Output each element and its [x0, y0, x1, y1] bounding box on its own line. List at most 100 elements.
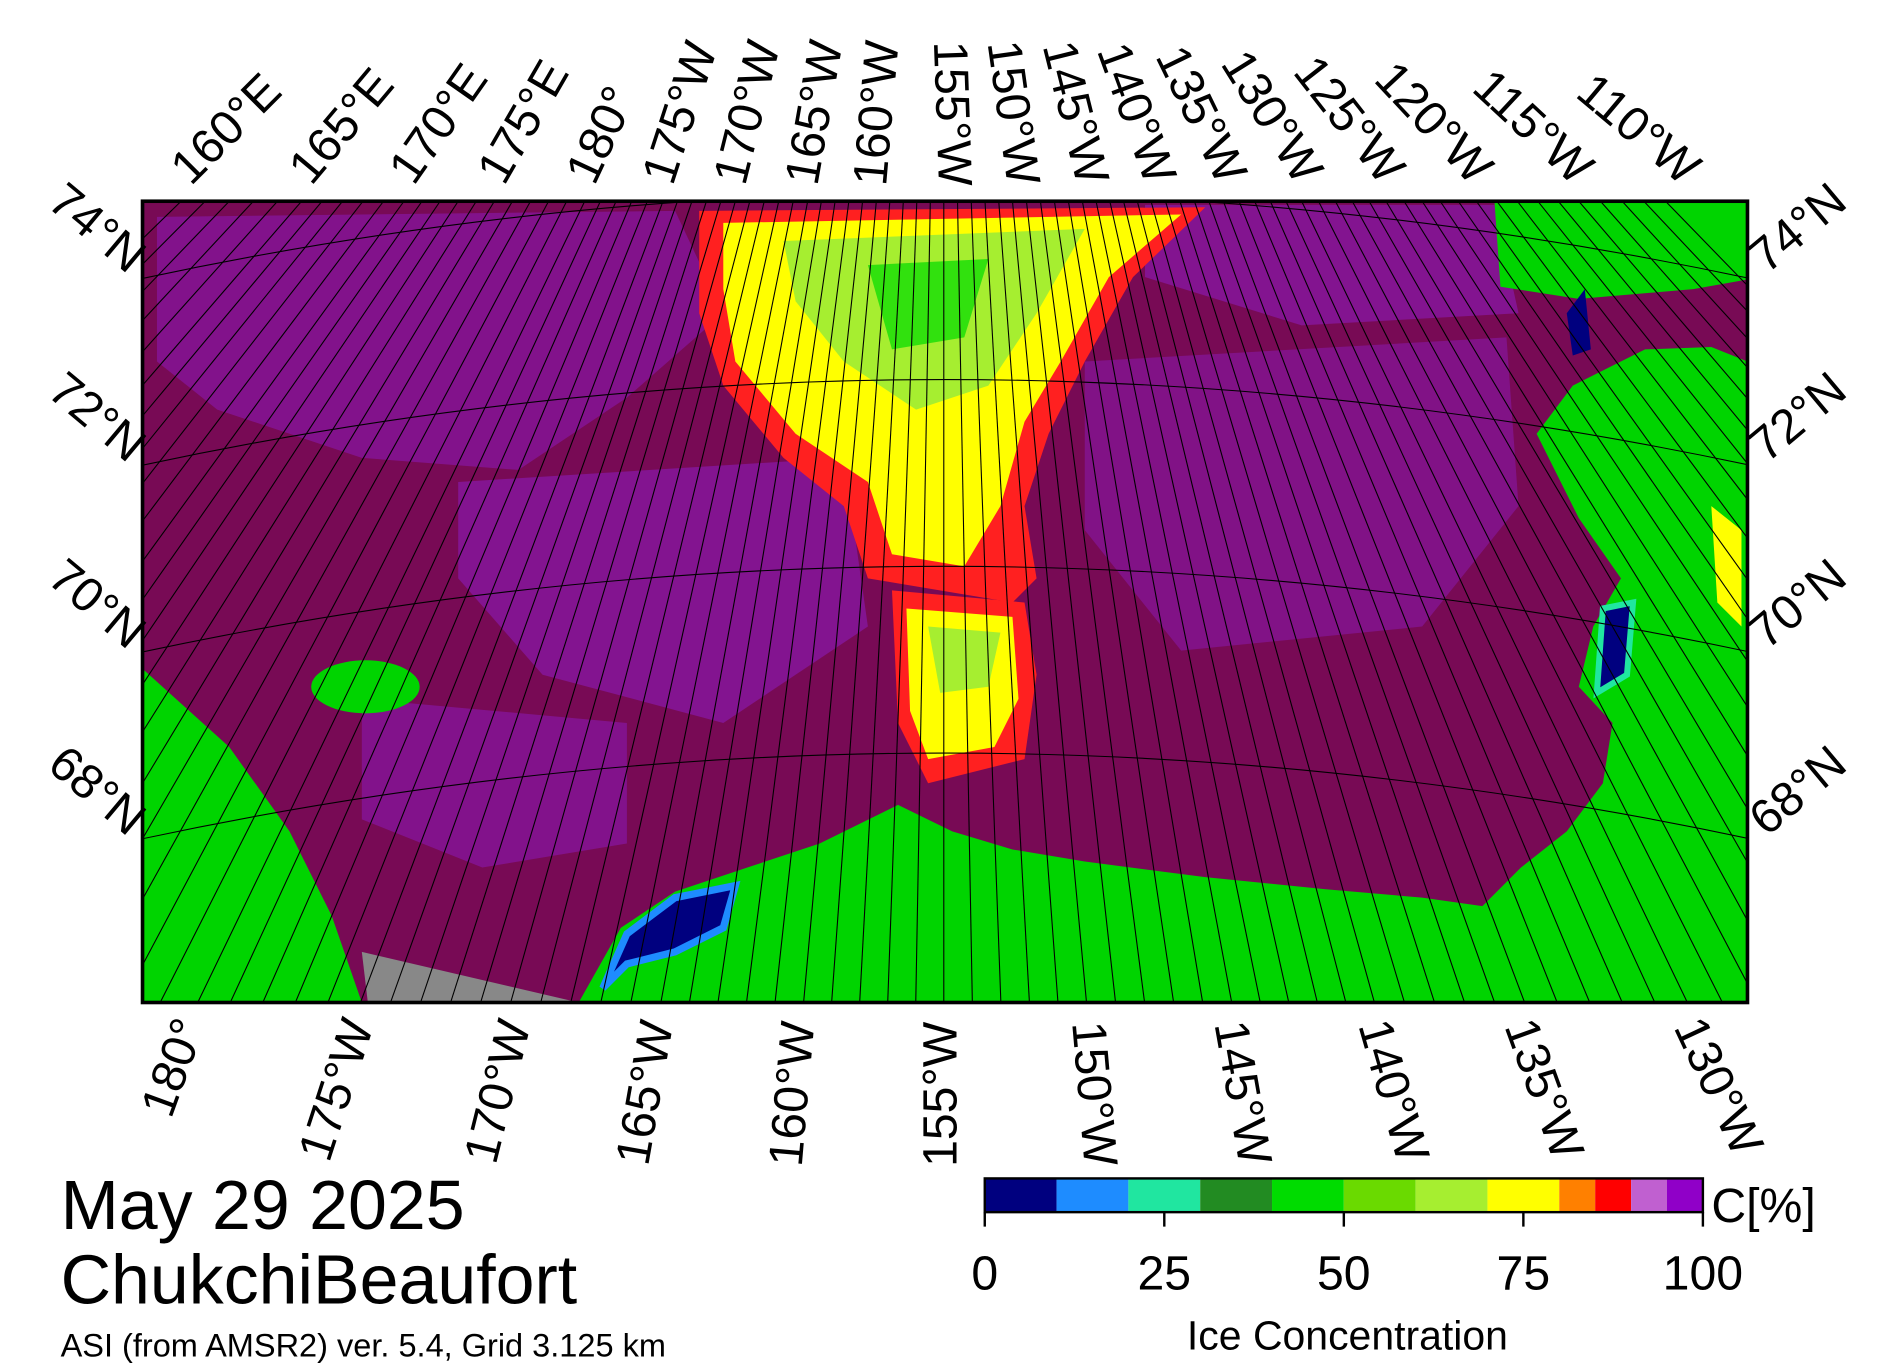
meridian	[142, 201, 531, 901]
meridian	[887, 201, 918, 1003]
colorbar-swatch	[1487, 1178, 1560, 1213]
colorbar-swatch	[1631, 1178, 1667, 1213]
meridian	[197, 201, 586, 1003]
meridian	[774, 201, 864, 1003]
meridian	[1081, 201, 1233, 1003]
meridian	[450, 201, 707, 1003]
meridian	[745, 201, 850, 1003]
right-lat-label: 70°N	[1739, 549, 1856, 660]
meridian	[1301, 201, 1688, 1003]
meridian	[1403, 201, 1748, 757]
bottom-lon-label: 130°W	[1663, 1009, 1774, 1164]
meridian	[1053, 201, 1175, 1003]
meridian	[970, 201, 1002, 1003]
meridian	[142, 201, 364, 485]
meridian	[142, 201, 343, 450]
bottom-lon-label: 160°W	[759, 1019, 825, 1169]
colorbar-swatch	[1128, 1178, 1201, 1213]
meridian	[1109, 201, 1290, 1003]
meridian	[660, 201, 809, 1003]
bottom-lon-label: 175°W	[288, 1012, 384, 1167]
right-lat-label: 74°N	[1739, 173, 1856, 284]
meridian	[1368, 201, 1748, 864]
meridian	[1011, 201, 1088, 1003]
top-lon-label: 155°W	[923, 40, 982, 187]
meridian	[142, 201, 550, 967]
meridian	[1150, 201, 1375, 1003]
ice-low	[156, 210, 724, 470]
meridian	[570, 201, 765, 1003]
colorbar: 0 25 50 75 100	[971, 1177, 1743, 1300]
meridian	[1254, 201, 1591, 1003]
meridian	[142, 201, 459, 686]
meridian	[803, 201, 877, 1003]
meridian	[1439, 201, 1748, 663]
meridian	[142, 201, 302, 387]
meridian	[1025, 201, 1117, 1003]
meridian	[1285, 201, 1656, 1003]
graticule	[142, 201, 1748, 1003]
meridian	[1318, 201, 1724, 1003]
colorbar-swatch	[1595, 1178, 1632, 1213]
meridian	[294, 201, 633, 1003]
meridian	[540, 201, 751, 1003]
colorbar-swatch	[1272, 1178, 1344, 1213]
meridian	[359, 201, 664, 1003]
meridian	[831, 201, 891, 1003]
meridian	[419, 201, 693, 1003]
source: ASI (from AMSR2) ver. 5.4, Grid 3.125 km	[61, 1328, 666, 1364]
bottom-lon-label: 150°W	[1061, 1019, 1127, 1169]
top-lon-label: 110°W	[1567, 63, 1711, 196]
bottom-lon-label: 165°W	[606, 1016, 684, 1169]
meridian	[1385, 201, 1748, 810]
meridian	[1578, 201, 1748, 400]
meridian	[229, 201, 601, 1003]
meridian	[956, 201, 973, 1003]
meridian	[262, 201, 617, 1003]
meridian	[1222, 201, 1526, 1003]
kotzebue-sound	[599, 880, 741, 991]
left-lat-label: 70°N	[39, 549, 156, 660]
parallel	[142, 379, 1748, 466]
meridian	[327, 201, 648, 1003]
map-area	[142, 201, 1748, 1003]
meridian	[142, 201, 405, 563]
meridian	[1067, 201, 1204, 1003]
meridian	[142, 201, 513, 840]
land-chukotka	[142, 668, 362, 1003]
colorbar-unit: C[%]	[1711, 1179, 1815, 1233]
meridian	[142, 201, 495, 785]
meridian	[1557, 201, 1748, 431]
meridian	[1123, 201, 1318, 1003]
meridian	[389, 201, 679, 1003]
bottom-lon-label: 170°W	[454, 1014, 542, 1168]
date: May 29 2025	[61, 1166, 465, 1244]
meridian	[1095, 201, 1261, 1003]
left-lat-label: 74°N	[39, 173, 156, 284]
meridian	[600, 201, 780, 1003]
coastal-ice	[1711, 506, 1742, 627]
parallel	[142, 752, 1748, 840]
meridian	[688, 201, 822, 1003]
no-data	[361, 951, 579, 1003]
colorbar-swatch	[1666, 1178, 1703, 1213]
meridian	[1457, 201, 1748, 621]
meridian	[859, 201, 904, 1003]
top-lon-label: 160°E	[160, 63, 291, 194]
meridian	[1496, 201, 1748, 540]
right-lat-label: 72°N	[1739, 362, 1856, 473]
meridian	[142, 201, 423, 601]
left-lat-label: 72°N	[39, 362, 156, 473]
colorbar-tick-label: 75	[1497, 1246, 1551, 1300]
meridian	[142, 201, 441, 642]
right-lat-label: 68°N	[1739, 735, 1856, 846]
meridian	[142, 201, 384, 522]
colorbar-swatch	[1559, 1178, 1596, 1213]
meridian	[1193, 201, 1466, 1003]
bottom-lon-label: 180°	[131, 1011, 216, 1123]
colorbar-tick-label: 25	[1137, 1246, 1191, 1300]
colorbar-tick-label: 100	[1663, 1246, 1743, 1300]
meridian	[998, 201, 1059, 1003]
